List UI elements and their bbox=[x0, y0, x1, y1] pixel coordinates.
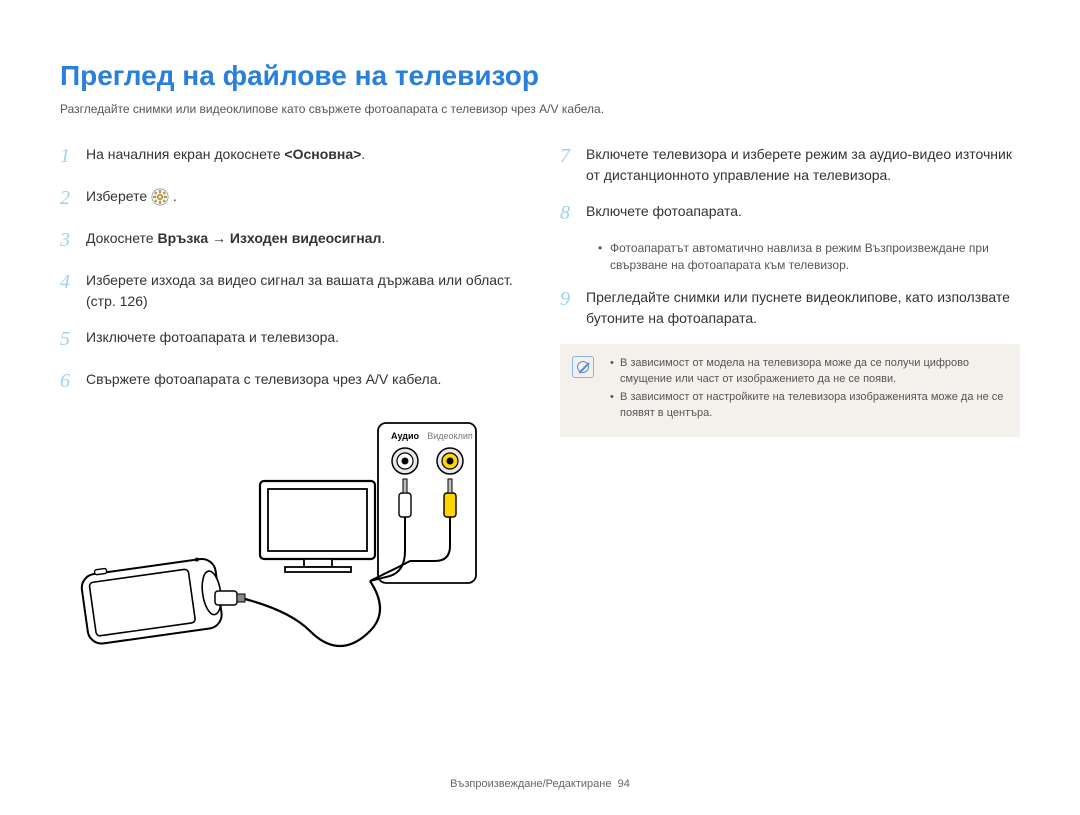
step-text: Свържете фотоапарата с телевизора чрез A… bbox=[86, 366, 441, 396]
left-column: 1 На началния екран докоснете <Основна>.… bbox=[60, 141, 520, 676]
step-text-part: . bbox=[173, 188, 177, 204]
step-1: 1 На началния екран докоснете <Основна>. bbox=[60, 141, 520, 171]
step-text-part: Изберете bbox=[86, 188, 151, 204]
camera-icon bbox=[79, 553, 245, 645]
step-8-sub: Фотоапаратът автоматично навлиза в режим… bbox=[586, 240, 1020, 274]
footer-text: Възпроизвеждане/Редактиране bbox=[450, 778, 611, 790]
substep-item: Фотоапаратът автоматично навлиза в режим… bbox=[598, 240, 1020, 274]
step-text: Включете фотоапарата. bbox=[586, 198, 742, 228]
av-panel: Аудио Видеоклип bbox=[370, 423, 476, 583]
step-number: 7 bbox=[560, 141, 586, 186]
step-4: 4 Изберете изхода за видео сигнал за ваш… bbox=[60, 267, 520, 312]
step-3: 3 Докоснете Връзка → Изходен видеосигнал… bbox=[60, 225, 520, 255]
step-number: 3 bbox=[60, 225, 86, 255]
video-label: Видеоклип bbox=[427, 431, 473, 441]
step-number: 2 bbox=[60, 183, 86, 213]
tv-icon bbox=[260, 481, 375, 572]
step-text: Включете телевизора и изберете режим за … bbox=[586, 141, 1020, 186]
note-item: В зависимост от модела на телевизора мож… bbox=[610, 356, 1008, 388]
step-8: 8 Включете фотоапарата. bbox=[560, 198, 1020, 228]
step-number: 5 bbox=[60, 324, 86, 354]
step-number: 1 bbox=[60, 141, 86, 171]
note-box: В зависимост от модела на телевизора мож… bbox=[560, 344, 1020, 438]
step-6: 6 Свържете фотоапарата с телевизора чрез… bbox=[60, 366, 520, 396]
step-text: Прегледайте снимки или пуснете видеоклип… bbox=[586, 284, 1020, 329]
step-text-part: Докоснете bbox=[86, 230, 157, 246]
step-2: 2 Изберете bbox=[60, 183, 520, 213]
step-text: Изберете bbox=[86, 183, 177, 213]
step-text: На началния екран докоснете <Основна>. bbox=[86, 141, 365, 171]
footer-page: 94 bbox=[618, 778, 630, 790]
step-9: 9 Прегледайте снимки или пуснете видеокл… bbox=[560, 284, 1020, 329]
step-number: 9 bbox=[560, 284, 586, 329]
page-subtitle: Разгледайте снимки или видеоклипове като… bbox=[60, 102, 1020, 116]
step-number: 4 bbox=[60, 267, 86, 312]
step-text-bold: Връзка → Изходен видеосигнал bbox=[157, 230, 381, 246]
step-text: Изберете изхода за видео сигнал за вашат… bbox=[86, 267, 520, 312]
gear-icon bbox=[151, 188, 169, 206]
page-footer: Възпроизвеждане/Редактиране 94 bbox=[0, 778, 1080, 790]
note-item: В зависимост от настройките на телевизор… bbox=[610, 390, 1008, 422]
step-text-part: . bbox=[381, 230, 385, 246]
step-7: 7 Включете телевизора и изберете режим з… bbox=[560, 141, 1020, 186]
step-5: 5 Изключете фотоапарата и телевизора. bbox=[60, 324, 520, 354]
page-title: Преглед на файлове на телевизор bbox=[60, 60, 1020, 92]
step-number: 6 bbox=[60, 366, 86, 396]
note-icon bbox=[572, 356, 594, 378]
step-text: Докоснете Връзка → Изходен видеосигнал. bbox=[86, 225, 385, 255]
right-column: 7 Включете телевизора и изберете режим з… bbox=[560, 141, 1020, 676]
av-cable bbox=[245, 581, 380, 646]
step-text: Изключете фотоапарата и телевизора. bbox=[86, 324, 339, 354]
connection-diagram: Аудио Видеоклип bbox=[60, 411, 520, 676]
content-columns: 1 На началния екран докоснете <Основна>.… bbox=[60, 141, 1020, 676]
step-number: 8 bbox=[560, 198, 586, 228]
audio-label: Аудио bbox=[391, 431, 420, 441]
